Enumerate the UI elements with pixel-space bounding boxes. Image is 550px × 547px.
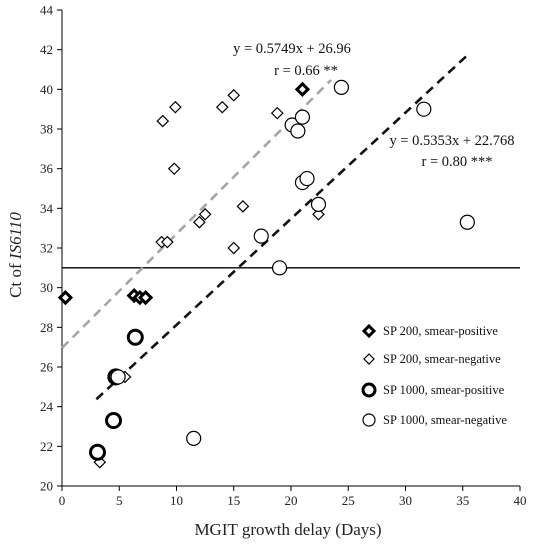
y-tick-label: 42 xyxy=(40,42,53,57)
diamond-point xyxy=(193,215,206,229)
legend-label: SP 1000, smear-positive xyxy=(383,383,505,397)
circle-point xyxy=(333,79,349,95)
circle-point xyxy=(253,228,269,244)
circle-point xyxy=(290,123,306,139)
trendline-1-r-label: r = 0.66 ** xyxy=(274,63,338,79)
legend-marker-thin-circle xyxy=(362,413,376,427)
y-tick-label: 32 xyxy=(40,241,53,256)
y-tick-label: 24 xyxy=(40,399,54,414)
trendline-1-equation: y = 0.5749x + 26.96 xyxy=(233,41,351,57)
legend-marker-bold-diamond xyxy=(361,323,377,339)
diamond-point xyxy=(169,100,182,114)
y-tick-label: 26 xyxy=(40,360,54,375)
circle-point xyxy=(88,443,106,461)
legend-marker-thin-diamond xyxy=(363,353,375,365)
y-axis-label-prefix: Ct of xyxy=(6,259,25,298)
x-tick-label: 10 xyxy=(170,493,183,508)
y-tick-label: 44 xyxy=(40,3,54,18)
y-axis-label-italic: IS6110 xyxy=(6,212,25,260)
circle-point xyxy=(186,430,202,446)
y-tick-label: 38 xyxy=(40,122,53,137)
diamond-point xyxy=(312,207,325,221)
diamond-point xyxy=(236,200,250,213)
x-axis-label: MGIT growth delay (Days) xyxy=(194,520,381,539)
circle-point xyxy=(416,101,432,117)
diamond-point xyxy=(160,235,174,249)
x-tick-label: 0 xyxy=(59,493,66,508)
legend-background xyxy=(357,310,545,460)
legend-marker-bold-circle xyxy=(361,382,377,398)
x-axis-ticks: 0 5 10 15 20 25 30 35 40 xyxy=(59,486,527,508)
y-tick-label: 30 xyxy=(40,280,53,295)
diamond-point xyxy=(227,241,241,255)
x-tick-label: 25 xyxy=(342,493,355,508)
y-axis-ticks: 20 22 24 26 28 30 32 34 36 38 40 42 44 xyxy=(40,3,62,494)
y-tick-label: 40 xyxy=(40,82,53,97)
x-tick-label: 15 xyxy=(227,493,240,508)
y-tick-label: 20 xyxy=(40,479,53,494)
x-tick-label: 5 xyxy=(116,493,123,508)
x-tick-label: 20 xyxy=(285,493,298,508)
y-tick-label: 36 xyxy=(40,161,54,176)
x-tick-label: 40 xyxy=(514,493,527,508)
circle-point xyxy=(126,328,144,346)
diamond-point xyxy=(156,114,170,128)
diamond-point xyxy=(215,100,229,114)
x-tick-label: 35 xyxy=(456,493,469,508)
circle-point xyxy=(299,170,315,187)
diamond-point xyxy=(198,207,212,221)
trendline-2 xyxy=(95,53,470,401)
circle-point xyxy=(271,260,288,276)
trendline-2-equation: y = 0.5353x + 22.768 xyxy=(389,133,514,149)
circle-point xyxy=(105,412,123,430)
x-tick-label: 30 xyxy=(399,493,412,508)
y-tick-label: 34 xyxy=(40,201,54,216)
data-points xyxy=(57,79,475,469)
circle-point xyxy=(294,109,311,125)
legend-label: SP 200, smear-negative xyxy=(383,352,501,366)
y-tick-label: 22 xyxy=(40,439,53,454)
circle-point xyxy=(459,214,475,230)
diamond-point xyxy=(270,106,284,120)
y-tick-label: 28 xyxy=(40,320,53,335)
legend-label: SP 200, smear-positive xyxy=(383,324,498,338)
trendline-2-r-label: r = 0.80 *** xyxy=(421,154,492,170)
circle-point xyxy=(310,196,327,212)
diamond-point xyxy=(294,81,311,97)
diamond-point xyxy=(227,88,241,102)
circle-point xyxy=(110,369,126,385)
diamond-point xyxy=(137,289,154,306)
diamond-point xyxy=(167,162,181,176)
legend-label: SP 1000, smear-negative xyxy=(383,413,507,427)
diamond-point xyxy=(57,289,74,306)
legend: SP 200, smear-positive SP 200, smear-neg… xyxy=(357,310,545,460)
y-axis-label: Ct of IS6110 xyxy=(6,212,25,298)
